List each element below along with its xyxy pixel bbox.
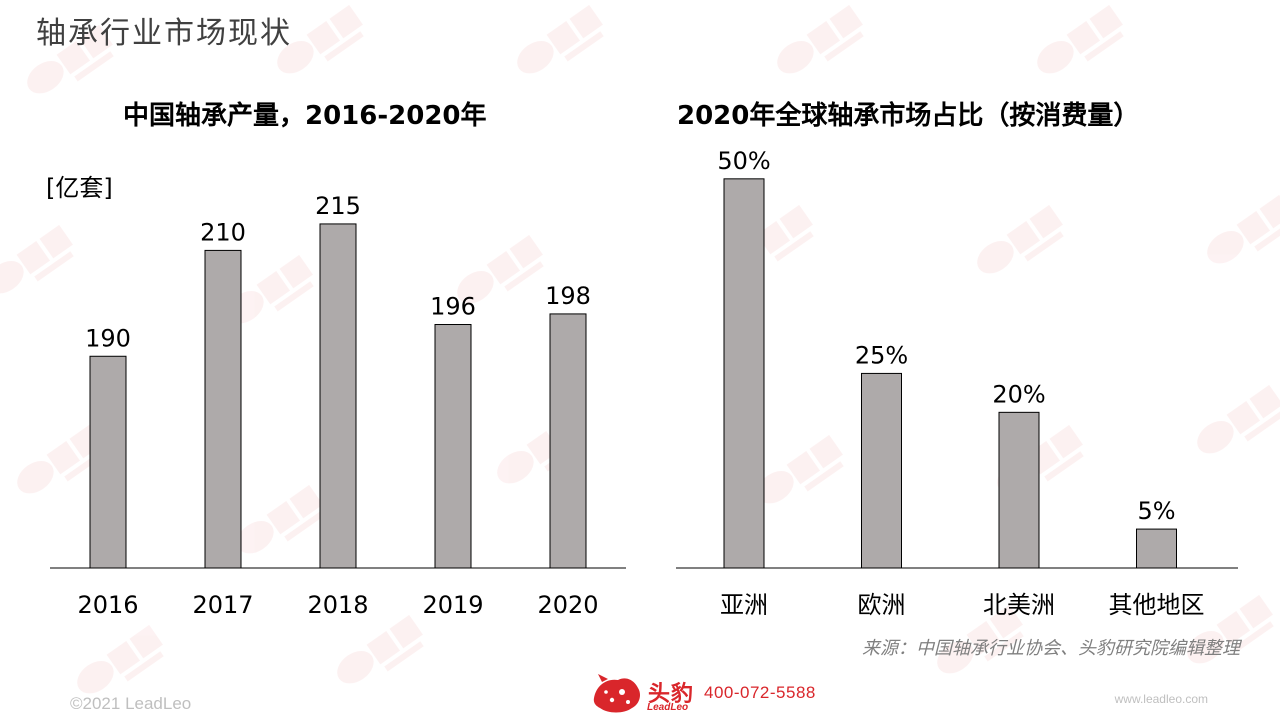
production-tick-label-4: 2020 (537, 591, 598, 619)
share-data-label-0: 50% (717, 147, 770, 175)
share-tick-label-0: 亚洲 (720, 591, 768, 619)
watermark-17 (77, 624, 164, 694)
logo-text: 头豹 (648, 682, 695, 707)
watermark-12 (237, 484, 324, 554)
production-tick-label-3: 2019 (422, 591, 483, 619)
share-data-label-3: 5% (1137, 497, 1175, 525)
production-bar-4 (549, 313, 587, 569)
watermark-14 (757, 434, 844, 504)
watermark-20 (1187, 594, 1274, 664)
share-data-label-1: 25% (855, 341, 908, 369)
production-bar-3 (434, 324, 472, 569)
page-title: 轴承行业市场现状 (36, 16, 292, 51)
website-url: www.leadleo.com (1114, 692, 1208, 706)
y-unit-label: [亿套] (46, 174, 113, 202)
watermark-16 (1197, 384, 1280, 454)
copyright-text: ©2021 LeadLeo (70, 694, 192, 713)
production-data-label-1: 210 (200, 218, 246, 246)
share-tick-label-2: 北美洲 (983, 591, 1055, 619)
share-bar-0 (723, 178, 765, 569)
watermark-9 (977, 204, 1064, 274)
production-data-label-2: 215 (315, 192, 361, 220)
production-bar-0 (89, 355, 127, 569)
production-data-label-4: 198 (545, 282, 591, 310)
production-data-label-0: 190 (85, 324, 131, 352)
watermark-1 (277, 4, 364, 74)
production-tick-label-1: 2017 (192, 591, 253, 619)
production-tick-label-0: 2016 (77, 591, 138, 619)
chart-title-market-share: 2020年全球轴承市场占比（按消费量） (677, 101, 1140, 131)
chart-title-production: 中国轴承产量，2016-2020年 (123, 101, 487, 131)
watermark-4 (1037, 4, 1124, 74)
watermark-10 (1207, 194, 1280, 264)
share-bar-2 (998, 411, 1040, 569)
share-bar-3 (1136, 528, 1177, 569)
production-data-label-3: 196 (430, 293, 476, 321)
leopard-logo-icon (593, 674, 640, 713)
watermark-18 (337, 614, 424, 684)
watermark-19 (937, 604, 1024, 674)
watermark-3 (777, 4, 864, 74)
production-bar-1 (204, 249, 242, 569)
production-bar-2 (319, 223, 357, 569)
watermark-7 (457, 234, 544, 304)
share-tick-label-3: 其他地区 (1109, 591, 1205, 619)
share-data-label-2: 20% (992, 380, 1045, 408)
source-note: 来源：中国轴承行业协会、头豹研究院编辑整理 (862, 638, 1240, 659)
watermark-5 (0, 224, 74, 294)
production-tick-label-2: 2018 (307, 591, 368, 619)
watermark-0 (27, 24, 114, 94)
share-bar-1 (861, 372, 902, 569)
logo-subtext: LeadLeo (647, 702, 689, 713)
share-tick-label-1: 欧洲 (858, 591, 906, 619)
watermark-2 (517, 4, 604, 74)
phone-number: 400-072-5588 (704, 683, 816, 702)
